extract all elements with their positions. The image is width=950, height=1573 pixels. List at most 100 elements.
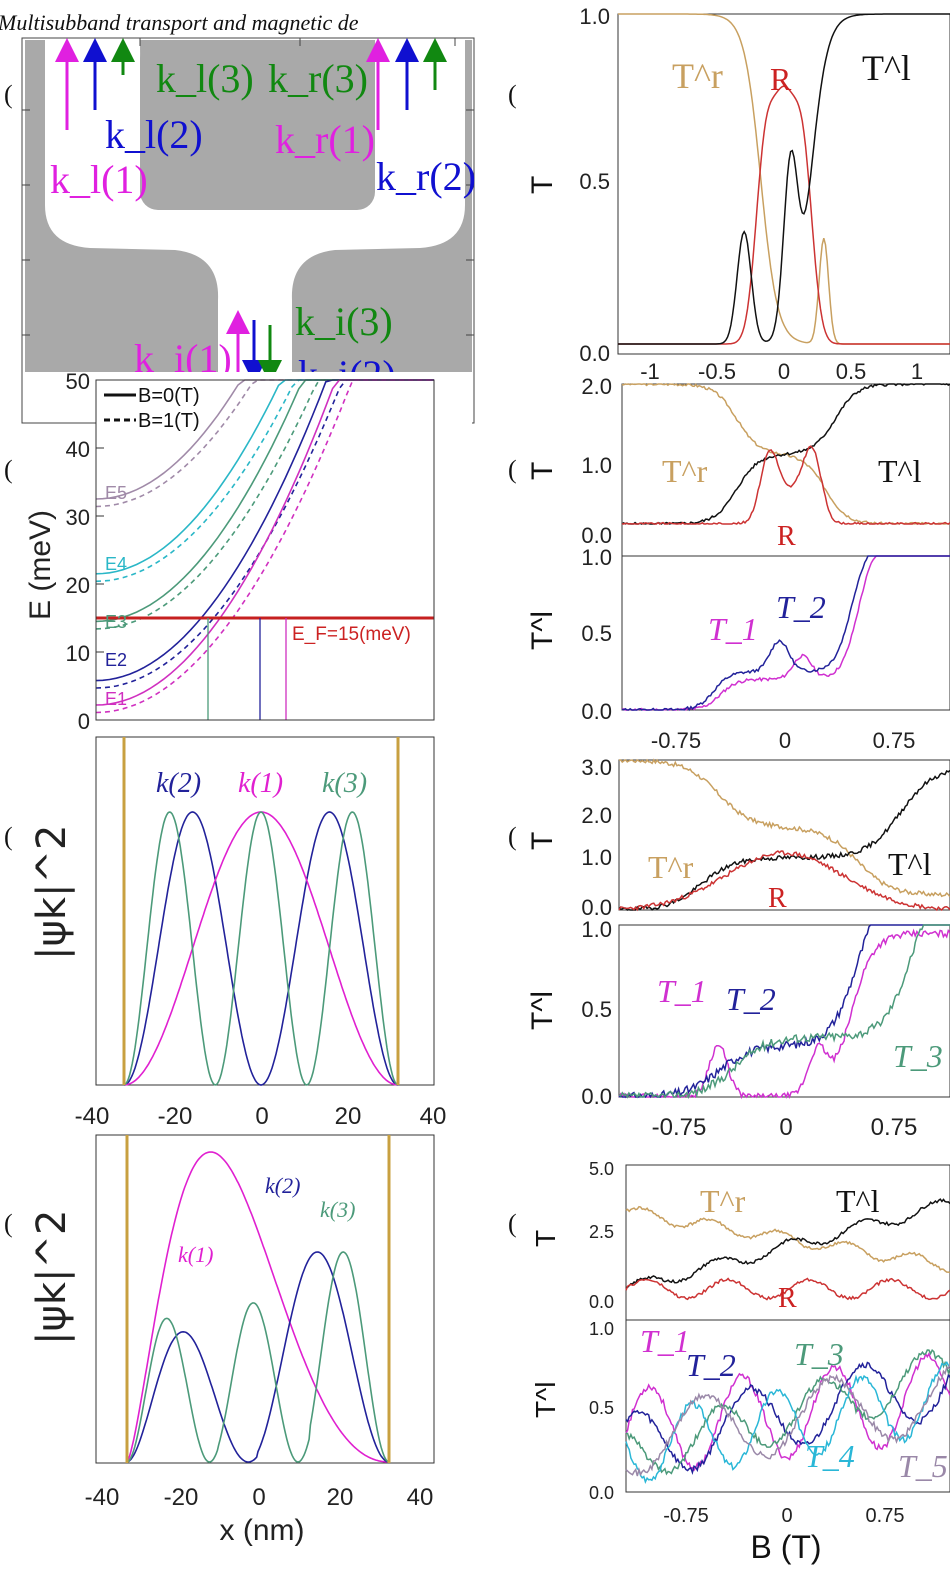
tb3-xtick-0: 0 bbox=[779, 1114, 792, 1141]
panel-label-c: ( bbox=[4, 822, 13, 851]
tb5-ylabel: T bbox=[530, 1230, 561, 1247]
disp-ytick-10: 10 bbox=[66, 641, 90, 666]
disp-ytick-20: 20 bbox=[66, 573, 90, 598]
tb1-xtick-1: 1 bbox=[911, 359, 923, 384]
tb3-T2 bbox=[618, 924, 950, 1099]
tb5-T4 bbox=[625, 1360, 950, 1485]
tb2-T1 bbox=[621, 555, 950, 711]
tb2-ytick-0: 0.0 bbox=[581, 523, 612, 548]
psi1-xtick-n40: -40 bbox=[75, 1103, 110, 1130]
psi2-curve-1 bbox=[126, 1251, 390, 1463]
psi1-label-k1: k(1) bbox=[238, 768, 283, 799]
psi2-label-k3: k(3) bbox=[320, 1197, 355, 1222]
tb3-lower-ylabel: T^l bbox=[526, 991, 559, 1030]
psi2-curve-2 bbox=[126, 1251, 390, 1463]
tb1-ytick-0: 0.0 bbox=[579, 341, 610, 366]
tb2-ytick-l0: 0.0 bbox=[581, 699, 612, 724]
tb5-lower-ylabel: T^l bbox=[530, 1382, 561, 1418]
tb2-label-T1: T_1 bbox=[708, 611, 758, 647]
tb2-xtick-0: 0 bbox=[779, 728, 791, 753]
panel-transmission-3: 3.0 2.0 1.0 0.0 1.0 0.5 0.0 T T^l T^r T^… bbox=[526, 755, 950, 1141]
psi1-curve-1 bbox=[123, 811, 399, 1086]
fermi-label: E_F=15(meV) bbox=[292, 624, 411, 645]
panel-dispersion: 50 40 30 20 10 0 E (meV) B=0(T) B=1(T) E… bbox=[24, 369, 472, 734]
tb3-xtick-075: 0.75 bbox=[871, 1114, 918, 1141]
tb2-curves bbox=[621, 383, 950, 712]
disp-ytick-50: 50 bbox=[66, 369, 90, 394]
tb2-Tl bbox=[621, 383, 950, 525]
psi1-label-k2: k(2) bbox=[156, 768, 201, 799]
tb3-ytick-l05: 0.5 bbox=[581, 997, 612, 1022]
tb5-label-T3: T_3 bbox=[794, 1336, 844, 1372]
panel-transmission-2: 2.0 1.0 0.0 1.0 0.5 0.0 T T^l T^r T^l R … bbox=[526, 374, 950, 753]
panel-label-g: ( bbox=[508, 822, 517, 851]
panel-label-b: ( bbox=[4, 455, 13, 484]
tb5-Tr bbox=[625, 1205, 950, 1274]
psi1-xtick-0: 0 bbox=[255, 1103, 268, 1130]
panel-label-d: ( bbox=[4, 1209, 13, 1238]
tb1-curves bbox=[618, 13, 950, 345]
tb3-xtick-n075: -0.75 bbox=[652, 1114, 707, 1141]
psi2-label-k2: k(2) bbox=[265, 1173, 300, 1198]
dispersion-plot-bg bbox=[96, 372, 472, 720]
tb1-label-Tr: T^r bbox=[672, 56, 723, 96]
tb5-xlabel: B (T) bbox=[750, 1529, 821, 1565]
panel-transmission-5: 5.0 2.5 0.0 1.0 0.5 0.0 T T^l T^r T^l R … bbox=[530, 1159, 950, 1565]
running-title: Multisubband transport and magnetic de bbox=[0, 10, 359, 35]
psi1-curve-0 bbox=[123, 811, 399, 1086]
tb2-lower-ylabel: T^l bbox=[526, 611, 559, 650]
psi1-ylabel: |ψk|^2 bbox=[29, 825, 75, 960]
panel-psi-field: |ψk|^2 k(1) k(2) k(3) -40 -20 0 20 40 x … bbox=[29, 1134, 435, 1547]
panel-label-h: ( bbox=[508, 1209, 517, 1238]
tb5-xtick-n075: -0.75 bbox=[663, 1505, 709, 1527]
psi2-xlabel: x (nm) bbox=[220, 1514, 305, 1547]
disp-ytick-0: 0 bbox=[78, 709, 90, 734]
label-kr1: k_r(1) bbox=[275, 117, 375, 162]
tb2-ytick-l05: 0.5 bbox=[581, 621, 612, 646]
tb5-T1 bbox=[625, 1352, 950, 1472]
tb5-Tl bbox=[625, 1198, 950, 1289]
tb1-ytick-1: 1.0 bbox=[579, 4, 610, 29]
tb5-T3 bbox=[625, 1348, 950, 1476]
tb5-label-Tr: T^r bbox=[700, 1183, 746, 1219]
legend-b1: B=1(T) bbox=[138, 410, 200, 432]
psi2-xtick-n40: -40 bbox=[85, 1484, 120, 1511]
tb1-Tl bbox=[618, 13, 950, 345]
tb2-lower-frame bbox=[621, 555, 950, 711]
tb3-ytick-l1: 1.0 bbox=[581, 917, 612, 942]
psi2-xtick-40: 40 bbox=[407, 1484, 434, 1511]
label-kr3: k_r(3) bbox=[268, 56, 368, 101]
tb5-ytick-l0: 0.0 bbox=[589, 1483, 614, 1503]
tb2-ytick-l1: 1.0 bbox=[581, 545, 612, 570]
tb1-xtick-n1: -1 bbox=[640, 359, 660, 384]
disp-ytick-40: 40 bbox=[66, 437, 90, 462]
panel-label-e: ( bbox=[508, 80, 517, 109]
tb1-frame bbox=[617, 13, 950, 355]
tb3-upper-frame bbox=[618, 759, 950, 911]
tb3-label-R: R bbox=[768, 883, 787, 914]
label-kl2: k_l(2) bbox=[105, 112, 203, 157]
device-channel bbox=[45, 40, 465, 372]
tb1-xtick-05: 0.5 bbox=[836, 359, 867, 384]
tb3-Tr bbox=[619, 758, 950, 898]
psi1-xtick-40: 40 bbox=[420, 1103, 447, 1130]
psi1-xtick-20: 20 bbox=[335, 1103, 362, 1130]
psi2-label-k1: k(1) bbox=[178, 1242, 213, 1267]
tb5-ytick-25: 2.5 bbox=[589, 1222, 614, 1242]
tb5-ytick-5: 5.0 bbox=[589, 1159, 614, 1179]
tb1-label-R: R bbox=[770, 61, 792, 97]
tb2-label-Tr: T^r bbox=[662, 453, 708, 489]
psi1-curves bbox=[123, 811, 399, 1086]
tb3-ytick-3: 3.0 bbox=[581, 755, 612, 780]
label-ki3: k_i(3) bbox=[295, 299, 393, 344]
tb3-ytick-0: 0.0 bbox=[581, 895, 612, 920]
tb1-xtick-n05: -0.5 bbox=[698, 359, 736, 384]
tb2-T2 bbox=[621, 555, 950, 712]
device-barrier bbox=[140, 40, 375, 210]
tb1-xtick-0: 0 bbox=[778, 359, 790, 384]
tb1-ytick-05: 0.5 bbox=[579, 169, 610, 194]
legend-b0: B=0(T) bbox=[138, 385, 200, 407]
psi2-curves bbox=[126, 1151, 390, 1463]
psi1-curve-2 bbox=[123, 811, 399, 1086]
